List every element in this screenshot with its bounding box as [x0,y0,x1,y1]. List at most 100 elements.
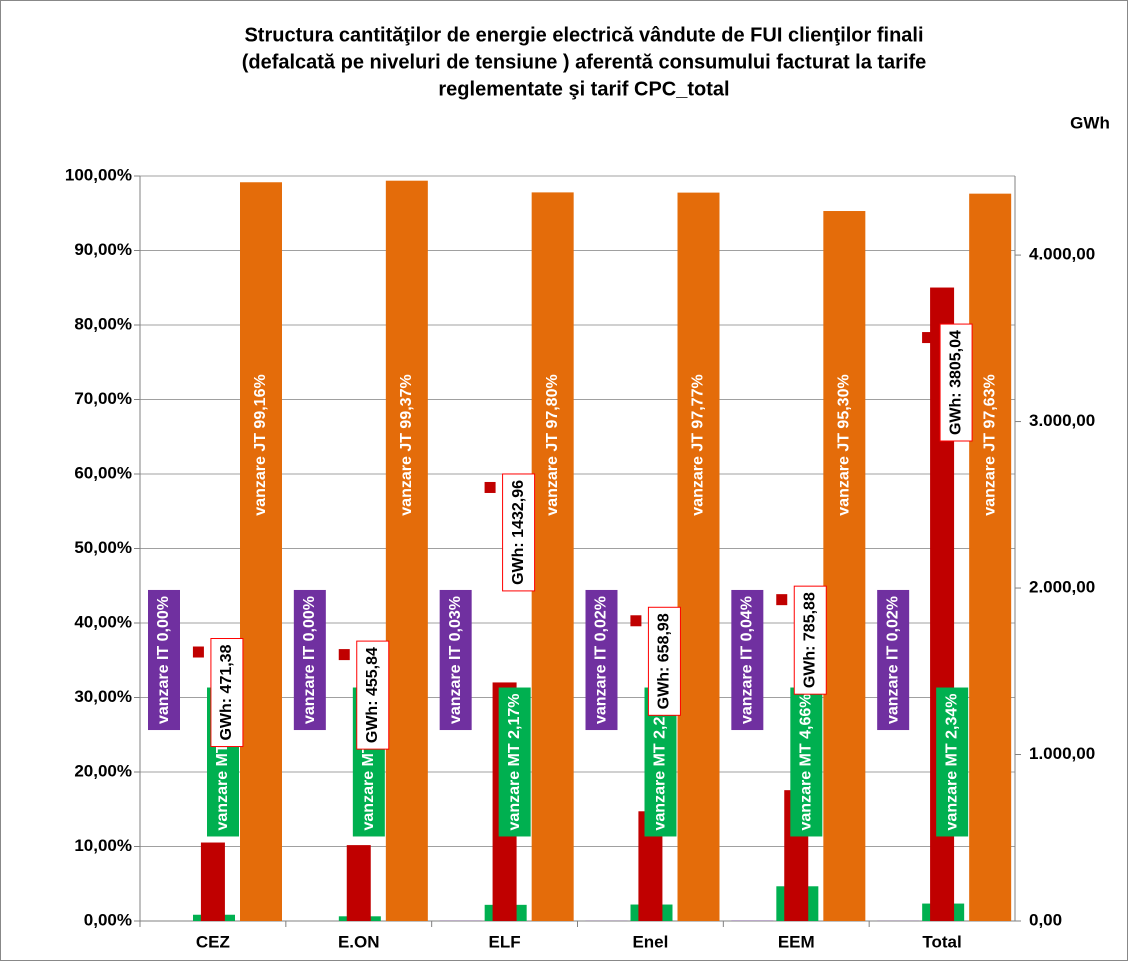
data-label-text: vanzare IT 0,02% [593,596,610,724]
data-label-box [210,638,244,748]
y-tick-label: 60,00% [74,463,132,482]
data-label: GWh: 471,38 [210,638,244,748]
data-label-text: vanzare MT 2,34% [943,694,960,831]
x-tick-label: CEZ [196,932,230,951]
y-tick-label: 0,00% [84,910,132,929]
y2-tick-label: 1.000,00 [1029,744,1095,763]
y-tick-label: 80,00% [74,314,132,333]
data-label: vanzare JT 97,80% [536,368,569,522]
data-label-text: vanzare JT 97,80% [544,374,561,515]
data-label-text: vanzare MT 2,21% [652,694,669,831]
data-label: vanzare JT 99,16% [245,368,277,522]
data-label-text: GWh: 1432,96 [510,480,527,585]
data-label-text: vanzare JT 99,16% [252,374,269,515]
data-label-text: vanzare IT 0,03% [447,596,464,724]
data-label: vanzare IT 0,04% [731,589,764,731]
data-label-box [828,368,861,522]
data-label-box [936,687,969,837]
x-tick-label: E.ON [338,932,380,951]
x-tick-label: ELF [489,932,521,951]
data-label-box [356,640,390,750]
data-label: GWh: 455,84 [356,640,390,750]
data-label: vanzare JT 95,30% [828,368,861,522]
data-label: vanzare JT 97,63% [974,368,1007,522]
legend-key [630,615,642,627]
data-label-box [585,589,618,731]
data-label-box [148,589,180,731]
data-label-text: vanzare JT 97,77% [690,374,707,515]
data-label-box [877,589,910,731]
data-label-box [939,323,973,442]
data-label-text: vanzare MT 4,66% [798,694,815,831]
data-label: vanzare JT 97,77% [682,368,715,522]
y-tick-label: 20,00% [74,761,132,780]
data-label-box [793,585,827,695]
y-tick-label: 10,00% [74,836,132,855]
y-tick-label: 70,00% [74,389,132,408]
x-tick-label: Enel [632,932,668,951]
y2-tick-label: 4.000,00 [1029,245,1095,264]
bar [677,192,720,921]
chart-title: reglementate şi tarif CPC_total [438,78,729,100]
data-label-box [439,589,472,731]
data-label-text: GWh: 471,38 [218,644,235,740]
data-label-text: GWh: 658,98 [656,613,673,709]
x-tick-label: Total [922,932,961,951]
data-label: GWh: 1432,96 [502,473,536,592]
data-label-text: vanzare IT 0,00% [155,596,172,724]
data-label-text: vanzare IT 0,02% [884,596,901,724]
data-label-box [647,606,681,716]
data-label-box [245,368,277,522]
data-label-box [731,589,764,731]
y-tick-label: 100,00% [65,165,132,184]
data-label-box [790,687,823,837]
bar [200,842,225,921]
x-tick-label: EEM [778,932,815,951]
data-label-text: vanzare IT 0,00% [301,596,318,724]
y2-axis-label: GWh [1070,113,1110,132]
data-label-box [502,473,536,592]
data-label-text: vanzare JT 97,63% [981,374,998,515]
data-label-text: vanzare JT 99,37% [398,374,415,515]
data-label: vanzare IT 0,02% [877,589,910,731]
data-label: GWh: 3805,04 [939,323,973,442]
data-label-box [974,368,1007,522]
bar [385,180,428,922]
bar [823,211,866,921]
y-tick-label: 90,00% [74,240,132,259]
data-label: vanzare JT 99,37% [390,368,423,522]
data-label: vanzare IT 0,02% [585,589,618,731]
y2-tick-label: 3.000,00 [1029,411,1095,430]
bar [969,193,1012,921]
data-label-box [682,368,715,522]
y2-tick-label: 0,00 [1029,910,1062,929]
data-label-box [293,589,326,731]
legend-key [922,332,934,344]
data-label-text: GWh: 785,88 [801,592,818,688]
legend-key [338,649,350,661]
data-label-box [536,368,569,522]
data-label-text: GWh: 3805,04 [947,330,964,435]
chart-title: Structura cantităţilor de energie electr… [244,24,923,46]
data-label-box [498,687,531,837]
data-label-text: vanzare JT 95,30% [836,374,853,515]
data-label: vanzare MT 4,66% [790,687,823,837]
data-label: GWh: 785,88 [793,585,827,695]
data-label-box [390,368,423,522]
data-label-text: GWh: 455,84 [364,647,381,743]
data-label: vanzare IT 0,03% [439,589,472,731]
data-label: GWh: 658,98 [647,606,681,716]
data-label: vanzare MT 2,34% [936,687,969,837]
y-tick-label: 40,00% [74,612,132,631]
y2-tick-label: 2.000,00 [1029,578,1095,597]
data-label-text: vanzare MT 2,17% [506,694,523,831]
data-label: vanzare MT 2,17% [498,687,531,837]
bar [531,192,574,921]
legend-key [192,646,204,658]
data-label-text: vanzare IT 0,04% [739,596,756,724]
data-label: vanzare IT 0,00% [293,589,326,731]
bar [240,182,282,921]
y-tick-label: 50,00% [74,538,132,557]
